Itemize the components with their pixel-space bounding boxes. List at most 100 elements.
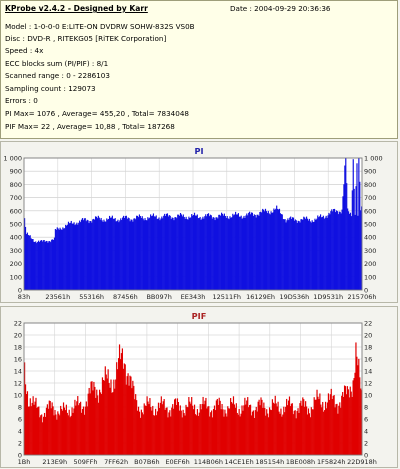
data-bar (264, 407, 266, 455)
data-bar (28, 406, 30, 455)
data-bar (317, 215, 319, 290)
data-bar (147, 401, 149, 455)
data-bar (237, 213, 239, 290)
data-bar (157, 402, 160, 455)
data-bar (77, 224, 79, 290)
x-tick-label: 19D536h (279, 293, 309, 301)
data-bar (271, 399, 273, 455)
data-bar (139, 417, 142, 455)
data-bar (274, 395, 276, 455)
data-bar (35, 397, 37, 455)
data-bar (277, 208, 279, 290)
data-bar (171, 217, 173, 290)
data-bar (153, 415, 155, 455)
data-bar (296, 411, 298, 455)
y-tick-label: 12 (14, 380, 22, 388)
data-bar (95, 397, 97, 455)
data-bar (319, 214, 322, 290)
data-bar (243, 405, 245, 455)
data-bar (34, 401, 36, 455)
data-bar (257, 401, 259, 455)
data-bar (192, 215, 194, 290)
x-tick-label: BB097h (146, 293, 171, 301)
data-bar (197, 415, 199, 455)
data-bar (148, 218, 150, 290)
data-bar (314, 399, 316, 455)
data-bar (238, 408, 240, 455)
data-bar (200, 409, 202, 455)
data-bar (195, 215, 197, 290)
y-tick-label-right: 900 (364, 168, 376, 176)
data-bar (171, 407, 173, 455)
data-bar (198, 218, 200, 290)
data-bar (325, 215, 327, 290)
info-line-model: Model : 1-0-0-0 E:LITE-ON DVDRW SOHW-832… (5, 22, 195, 31)
plot-border (23, 322, 363, 456)
data-bar (258, 215, 260, 290)
data-bar (132, 380, 134, 455)
y-tick-label: 8 (18, 404, 22, 412)
data-bar (253, 214, 255, 290)
data-bar (142, 218, 144, 290)
data-bar (252, 216, 254, 290)
y-tick-label-right: 800 (364, 181, 376, 189)
data-bar (56, 419, 58, 455)
data-bar (32, 396, 34, 455)
data-bar (108, 215, 111, 290)
data-bar (229, 408, 231, 455)
data-bar (99, 392, 102, 455)
data-bar (42, 240, 44, 290)
data-bar (220, 215, 222, 290)
data-bar (80, 412, 83, 455)
data-bar (45, 407, 48, 455)
data-bar (352, 380, 354, 455)
data-bar (90, 221, 92, 290)
data-bar (154, 216, 156, 290)
data-bar (325, 408, 328, 455)
data-bar (347, 389, 349, 455)
x-tick-label: 22D918h (347, 458, 377, 466)
data-bar (49, 400, 51, 455)
data-bar (81, 218, 84, 290)
data-bar (337, 214, 339, 290)
data-bar (320, 404, 322, 455)
data-bar (275, 403, 277, 455)
data-bar (41, 414, 43, 455)
data-bar (308, 413, 311, 455)
data-bar (173, 220, 175, 290)
data-bar (136, 215, 138, 290)
data-bar (74, 399, 76, 455)
data-bar (251, 212, 253, 290)
data-bar (349, 386, 351, 455)
data-bar (153, 216, 155, 290)
data-bar (339, 211, 341, 290)
data-bar (110, 379, 112, 455)
data-bar (77, 396, 79, 455)
data-bar (111, 392, 113, 455)
x-tick-label: 185154h (255, 458, 284, 466)
data-bar (351, 396, 353, 455)
data-bar (73, 222, 75, 290)
data-bar (232, 396, 235, 455)
data-bar (212, 408, 215, 455)
data-bar (76, 401, 78, 455)
data-bar (129, 375, 131, 455)
data-bar (249, 405, 251, 455)
data-bar (83, 414, 86, 455)
data-bar (160, 218, 162, 290)
y-tick-label: 900 (10, 168, 22, 176)
data-bar (260, 211, 262, 290)
data-bar (360, 210, 362, 290)
data-bar (300, 219, 302, 290)
data-bar (240, 413, 242, 455)
data-bar (235, 403, 237, 455)
data-bar (282, 414, 284, 455)
data-bar (107, 219, 109, 290)
data-bar (94, 216, 97, 290)
data-bar (109, 387, 111, 455)
data-bar (234, 214, 236, 290)
data-bar (307, 220, 310, 290)
data-bar (319, 393, 321, 455)
data-bar (70, 220, 72, 290)
data-bar (218, 397, 220, 455)
